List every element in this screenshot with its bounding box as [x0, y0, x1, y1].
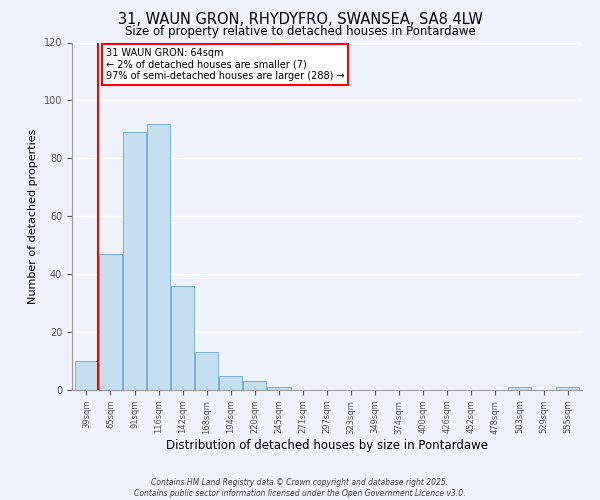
- X-axis label: Distribution of detached houses by size in Pontardawe: Distribution of detached houses by size …: [166, 439, 488, 452]
- Bar: [75, 361, 98, 390]
- Bar: [99, 254, 122, 390]
- Bar: [219, 376, 242, 390]
- Bar: [556, 387, 579, 390]
- Bar: [123, 132, 146, 390]
- Text: 31 WAUN GRON: 64sqm
← 2% of detached houses are smaller (7)
97% of semi-detached: 31 WAUN GRON: 64sqm ← 2% of detached hou…: [106, 48, 344, 82]
- Text: 31, WAUN GRON, RHYDYFRO, SWANSEA, SA8 4LW: 31, WAUN GRON, RHYDYFRO, SWANSEA, SA8 4L…: [118, 12, 482, 28]
- Bar: [243, 382, 266, 390]
- Bar: [267, 387, 290, 390]
- Y-axis label: Number of detached properties: Number of detached properties: [28, 128, 38, 304]
- Bar: [195, 352, 218, 390]
- Text: Size of property relative to detached houses in Pontardawe: Size of property relative to detached ho…: [125, 25, 475, 38]
- Bar: [171, 286, 194, 390]
- Bar: [508, 387, 531, 390]
- Bar: [147, 124, 170, 390]
- Text: Contains HM Land Registry data © Crown copyright and database right 2025.
Contai: Contains HM Land Registry data © Crown c…: [134, 478, 466, 498]
